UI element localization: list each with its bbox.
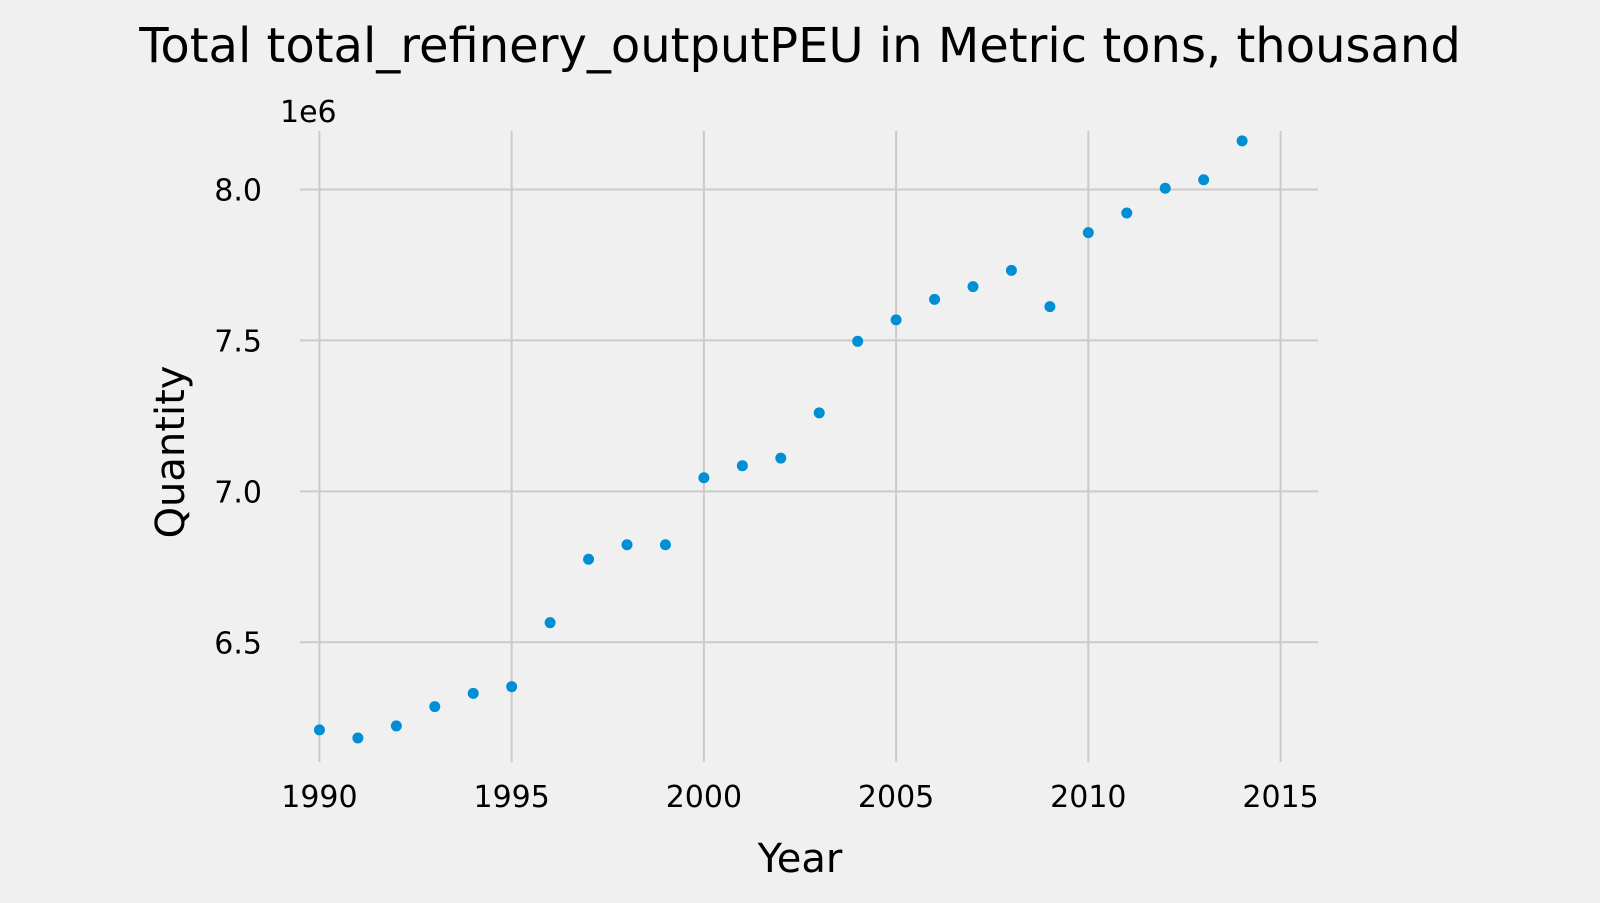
data-point	[506, 681, 518, 693]
data-point	[1121, 207, 1133, 219]
data-point	[1159, 182, 1171, 194]
x-tick-label: 1990	[281, 780, 357, 815]
x-tick-label: 2005	[858, 780, 934, 815]
data-point	[352, 732, 364, 744]
data-point	[890, 314, 902, 326]
data-point	[736, 460, 748, 472]
data-point	[1082, 227, 1094, 239]
y-tick-label: 7.5	[214, 324, 262, 359]
y-grid	[300, 188, 1318, 644]
data-point	[929, 293, 941, 305]
chart-title: Total total_refinery_outputPEU in Metric…	[138, 18, 1461, 74]
data-point	[544, 617, 556, 629]
data-point	[621, 539, 633, 551]
x-axis-label: Year	[757, 836, 843, 882]
data-point	[1198, 174, 1210, 186]
y-axis-label: Quantity	[148, 366, 194, 539]
data-point	[313, 724, 325, 736]
x-tick-label: 2000	[666, 780, 742, 815]
data-point	[1236, 135, 1248, 147]
x-tick-label: 2015	[1242, 780, 1318, 815]
data-point	[659, 539, 671, 551]
x-grid	[318, 131, 1282, 762]
data-point	[1044, 301, 1056, 313]
data-point	[467, 687, 479, 699]
data-points	[313, 135, 1248, 744]
data-point	[698, 472, 710, 484]
y-tick-label: 8.0	[214, 173, 262, 208]
x-tick-labels: 1990 1995 2000 2005 2010 2015	[281, 780, 1318, 815]
data-point	[852, 335, 864, 347]
y-tick-label: 6.5	[214, 626, 262, 661]
y-tick-labels: 6.5 7.0 7.5 8.0	[214, 173, 262, 661]
data-point	[390, 720, 402, 732]
data-point	[429, 701, 441, 713]
x-tick-label: 2010	[1050, 780, 1126, 815]
data-point	[1005, 264, 1017, 276]
data-point	[813, 407, 825, 419]
data-point	[967, 281, 979, 293]
x-tick-label: 1995	[473, 780, 549, 815]
data-point	[775, 452, 787, 464]
data-point	[583, 553, 595, 565]
y-axis-offset-label: 1e6	[280, 95, 337, 130]
y-tick-label: 7.0	[214, 475, 262, 510]
